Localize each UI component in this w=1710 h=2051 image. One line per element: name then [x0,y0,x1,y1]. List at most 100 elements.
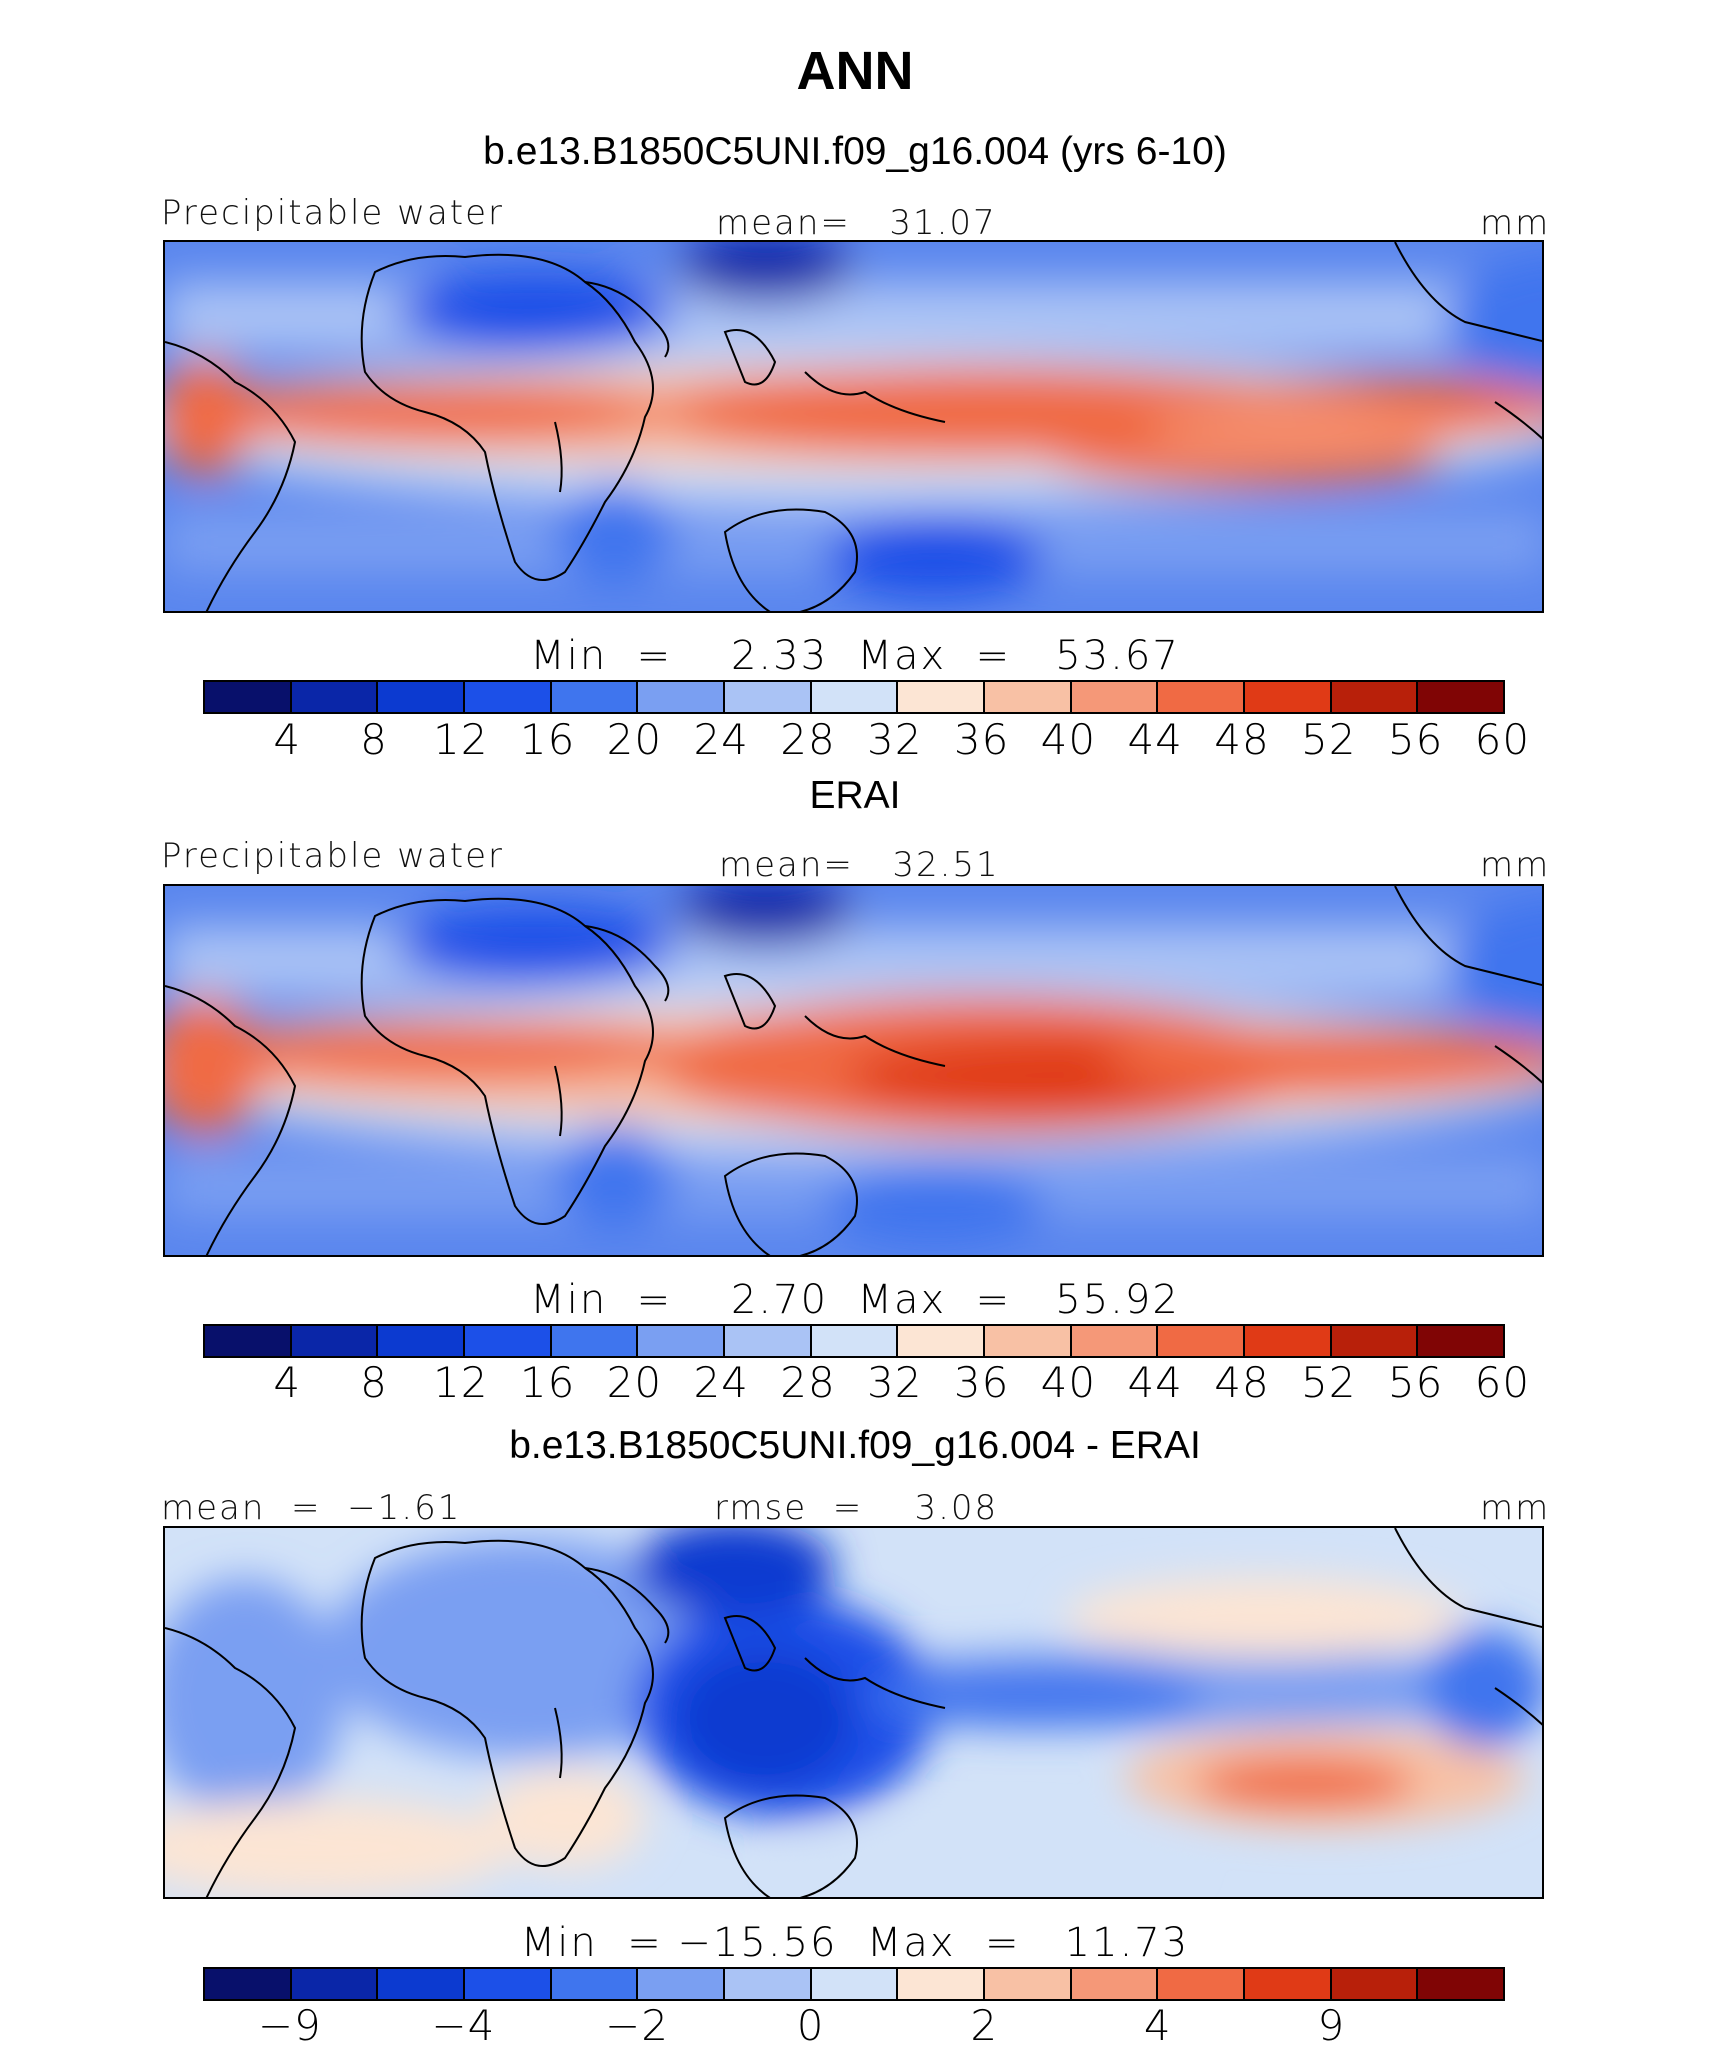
panel-3-tick-label: 9 [1317,2001,1346,2050]
africa-outline [360,253,654,581]
panel-2-colorbar-swatch [725,1326,812,1356]
main-title: ANN [796,41,914,101]
panel-3-colorbar-swatch [898,1969,986,1999]
panel-2-colorbar-swatch [898,1326,986,1356]
panel-2-tick-label: 48 [1214,1358,1270,1407]
panel-1-colorbar-swatch [378,682,466,712]
panel-1-colorbar-swatch [725,682,812,712]
panel-1-colorbar-swatch [551,682,639,712]
panel-1-colorbar-swatch [465,682,552,712]
panel-1-tick-label: 12 [433,715,489,764]
maritime-continent-outline [804,371,946,423]
panel-1-tick-label: 32 [867,715,923,764]
panel-3-colorbar-swatch [378,1969,466,1999]
panel-3-mean-label: mean = −1.61 [161,1488,462,1528]
lakes-outline [554,421,563,493]
panel-1-units-label: mm [1480,203,1551,243]
panel-2-tick-label: 56 [1387,1358,1444,1407]
panel-2-units-label: mm [1480,845,1551,885]
panel-1-tick-label: 28 [780,715,836,764]
panel-2-tick-label: 28 [780,1358,836,1407]
panel-2-title: ERAI [809,774,901,817]
panel-1-colorbar-swatch [1245,682,1332,712]
panel-1-minmax: Min = 2.33 Max = 53.67 [530,633,1180,679]
panel-1-colorbar-swatch [898,682,986,712]
panel-2-tick-label: 36 [953,1358,1010,1407]
panel-3-colorbar-swatch [1245,1969,1332,1999]
panel-1-tick-label: 20 [606,715,663,764]
panel-3-field [165,1528,1542,1897]
panel-3-colorbar-swatch [551,1969,639,1999]
panel-1-tick-label: 4 [273,715,302,764]
india-outline [723,329,777,386]
panel-3-rmse-label: rmse = 3.08 [714,1488,999,1528]
panel-3-colorbar-swatch [811,1969,899,1999]
panel-3-colorbar-swatch [1418,1969,1504,1999]
panel-2-colorbar-swatch [291,1326,379,1356]
panel-1-colorbar-swatch [638,682,726,712]
panel-1-colorbar-swatch [291,682,379,712]
panel-1-mean-label: mean= 31.07 [716,203,997,243]
australia-outline [723,508,858,611]
panel-1-tick-label: 24 [693,715,749,764]
panel-1-colorbar-swatch [205,682,292,712]
panel-2-tick-label: 8 [360,1358,388,1407]
panel-3-colorbar-swatch [205,1969,292,1999]
panel-2-colorbar-swatch [1245,1326,1332,1356]
panel-1-tick-label: 44 [1127,715,1183,764]
panel-2-tick-label: 12 [433,1358,489,1407]
panel-3-title: b.e13.B1850C5UNI.f09_g16.004 - ERAI [509,1424,1201,1467]
panel-2-tick-label: 60 [1474,1358,1531,1407]
panel-2-colorbar-swatch [1331,1326,1419,1356]
panel-1-tick-label: 8 [360,715,388,764]
panel-3-tick-label: 2 [970,2001,999,2050]
panel-1-colorbar [203,680,1505,714]
coast-outline [1494,401,1542,440]
panel-2-colorbar [203,1324,1505,1358]
panel-2-field [165,886,1542,1255]
panel-2-colorbar-swatch [1071,1326,1159,1356]
panel-2-colorbar-swatch [205,1326,292,1356]
panel-2-tick-label: 16 [519,1358,576,1407]
panel-2-tick-label: 40 [1040,1358,1097,1407]
panel-3-colorbar [203,1967,1505,2001]
panel-1-tick-label: 56 [1387,715,1444,764]
panel-1-colorbar-swatch [985,682,1072,712]
panel-3-colorbar-swatch [638,1969,726,1999]
panel-3-tick-label: −2 [605,2001,669,2050]
panel-3-minmax: Min = −15.56 Max = 11.73 [520,1920,1190,1966]
panel-2-variable-label: Precipitable water [161,836,505,876]
panel-1-tick-label: 60 [1474,715,1531,764]
panel-3-colorbar-swatch [465,1969,552,1999]
panel-3-colorbar-swatch [1331,1969,1419,1999]
south-america-outline [165,341,297,611]
panel-2-map [163,884,1544,1257]
panel-3-tick-label: −9 [257,2001,322,2050]
panel-1-title: b.e13.B1850C5UNI.f09_g16.004 (yrs 6-10) [483,130,1227,173]
panel-1-colorbar-swatch [1071,682,1159,712]
panel-2-colorbar-ticks: 4 8 12 16 20 24 28 32 36 40 44 48 52 56 60 [203,1358,1529,1408]
panel-1-tick-label: 36 [953,715,1010,764]
panel-2-colorbar-swatch [551,1326,639,1356]
panel-1-colorbar-ticks: 4 8 12 16 20 24 28 32 36 40 44 48 52 56 60 [203,715,1529,765]
panel-1-tick-label: 40 [1040,715,1097,764]
panel-2-colorbar-swatch [1418,1326,1504,1356]
panel-3-colorbar-ticks: −9 −4 −2 0 2 4 9 [203,2001,1505,2051]
panel-1-colorbar-swatch [1158,682,1246,712]
panel-2-tick-label: 20 [606,1358,663,1407]
panel-1-map [163,240,1544,613]
panel-2-colorbar-swatch [638,1326,726,1356]
panel-2-tick-label: 32 [867,1358,923,1407]
panel-1-variable-label: Precipitable water [161,193,505,233]
panel-3-colorbar-swatch [291,1969,379,1999]
panel-2-tick-label: 44 [1127,1358,1183,1407]
panel-2-mean-label: mean= 32.51 [719,845,1000,885]
panel-3-tick-label: −4 [431,2001,496,2050]
panel-2-tick-label: 52 [1301,1358,1357,1407]
panel-2-minmax: Min = 2.70 Max = 55.92 [530,1277,1180,1323]
panel-3-map [163,1526,1544,1899]
panel-3-tick-label: 0 [796,2001,825,2050]
panel-3-units-label: mm [1480,1488,1551,1528]
panel-2-tick-label: 4 [273,1358,302,1407]
panel-2-tick-label: 24 [693,1358,749,1407]
